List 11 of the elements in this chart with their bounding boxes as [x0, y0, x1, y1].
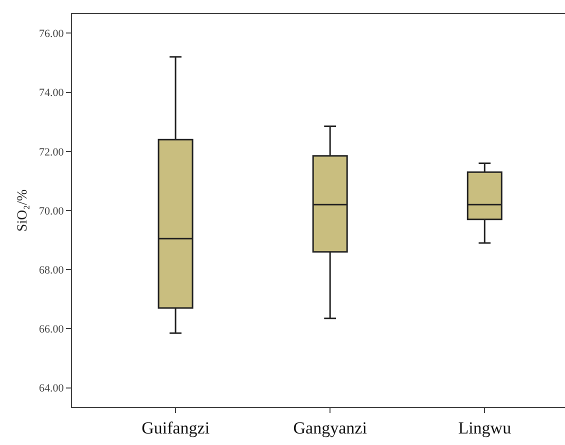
y-tick-label: 70.00	[39, 205, 64, 218]
x-tick-label: Gangyanzi	[293, 418, 368, 438]
y-tick-label: 74.00	[39, 87, 64, 100]
y-tick-label: 66.00	[39, 324, 64, 336]
y-tick-label: 64.00	[39, 382, 64, 395]
y-axis-title: SiO₂/%	[16, 189, 31, 232]
y-tick-label: 72.00	[39, 146, 64, 158]
x-tick-label: Lingwu	[458, 418, 512, 438]
x-tick-label: Guifangzi	[142, 418, 210, 438]
y-tick-label: 68.00	[39, 264, 64, 276]
y-tick-label: 76.00	[39, 28, 64, 40]
